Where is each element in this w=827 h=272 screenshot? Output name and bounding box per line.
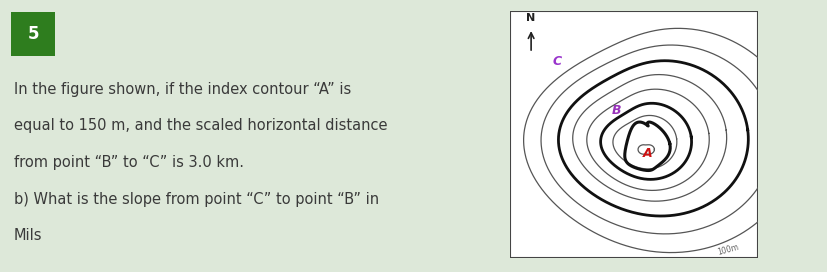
- Text: A: A: [642, 147, 652, 160]
- Text: equal to 150 m, and the scaled horizontal distance: equal to 150 m, and the scaled horizonta…: [13, 118, 387, 133]
- Text: from point “B” to “C” is 3.0 km.: from point “B” to “C” is 3.0 km.: [13, 155, 243, 170]
- Text: C: C: [552, 55, 561, 68]
- Text: N: N: [526, 13, 535, 23]
- Text: B: B: [611, 104, 620, 117]
- Text: 5: 5: [27, 25, 39, 43]
- Text: Mils: Mils: [13, 228, 42, 243]
- Text: 100m: 100m: [715, 243, 739, 257]
- Text: b) What is the slope from point “C” to point “B” in: b) What is the slope from point “C” to p…: [13, 192, 378, 207]
- Text: In the figure shown, if the index contour “A” is: In the figure shown, if the index contou…: [13, 82, 351, 97]
- FancyBboxPatch shape: [12, 12, 55, 56]
